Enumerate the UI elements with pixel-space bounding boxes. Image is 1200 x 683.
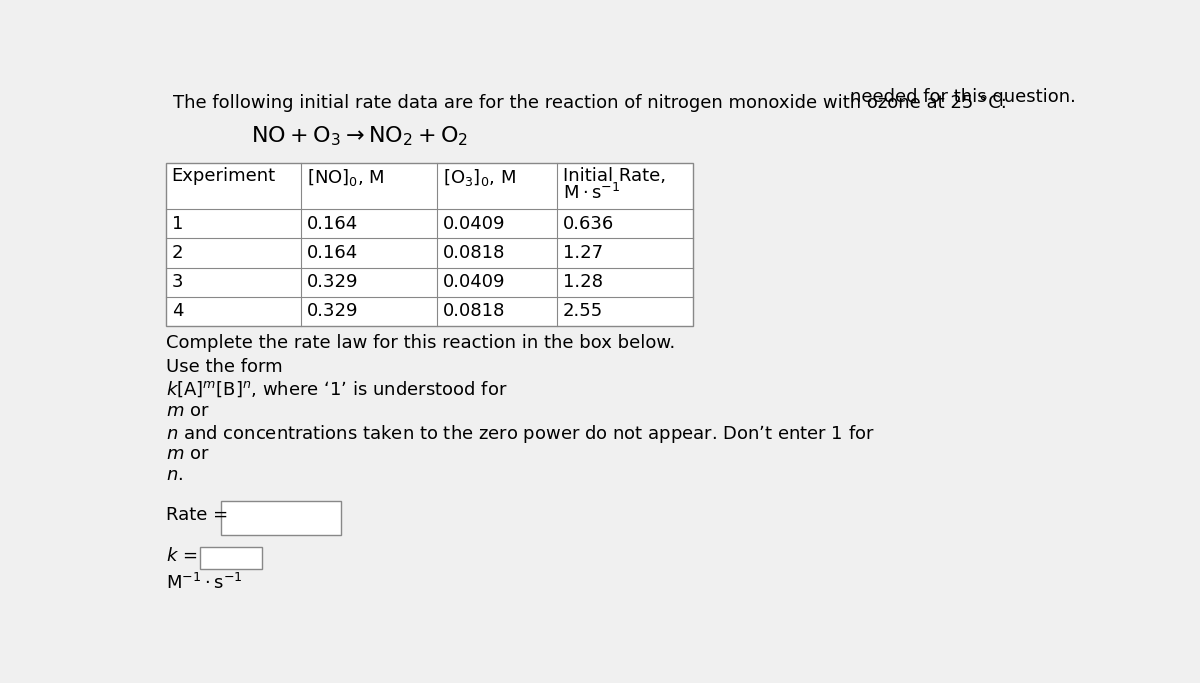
Text: Complete the rate law for this reaction in the box below.: Complete the rate law for this reaction … — [166, 334, 674, 352]
Text: Rate =: Rate = — [166, 505, 228, 524]
Text: $m$ or: $m$ or — [166, 402, 209, 419]
Text: 1.28: 1.28 — [563, 273, 604, 291]
Text: $[\mathrm{NO}]_0$, M: $[\mathrm{NO}]_0$, M — [307, 167, 385, 188]
Bar — [221, 501, 342, 535]
Text: 0.0409: 0.0409 — [443, 273, 505, 291]
Text: Initial Rate,: Initial Rate, — [563, 167, 666, 184]
Text: 0.636: 0.636 — [563, 214, 614, 233]
Text: $\mathrm{M \cdot s^{-1}}$: $\mathrm{M \cdot s^{-1}}$ — [563, 183, 620, 203]
Text: $[\mathrm{O_3}]_0$, M: $[\mathrm{O_3}]_0$, M — [443, 167, 516, 188]
Text: $n$ and concentrations taken to the zero power do not appear. Don’t enter 1 for: $n$ and concentrations taken to the zero… — [166, 423, 875, 445]
Text: 0.0409: 0.0409 — [443, 214, 505, 233]
Text: needed for this question.: needed for this question. — [851, 88, 1076, 106]
Text: Experiment: Experiment — [172, 167, 276, 184]
Bar — [200, 547, 263, 569]
Text: The following initial rate data are for the reaction of nitrogen monoxide with o: The following initial rate data are for … — [173, 94, 1007, 111]
Text: $k$ =: $k$ = — [166, 547, 197, 566]
Text: 0.329: 0.329 — [307, 273, 359, 291]
Text: 0.164: 0.164 — [307, 244, 359, 262]
Text: 0.0818: 0.0818 — [443, 303, 505, 320]
Text: 2.55: 2.55 — [563, 303, 604, 320]
Text: $\mathrm{NO + O_3 \rightarrow NO_2 + O_2}$: $\mathrm{NO + O_3 \rightarrow NO_2 + O_2… — [251, 124, 468, 148]
Text: $\mathrm{M^{-1} \cdot s^{-1}}$: $\mathrm{M^{-1} \cdot s^{-1}}$ — [166, 573, 242, 594]
Text: Use the form: Use the form — [166, 359, 282, 376]
Text: 0.329: 0.329 — [307, 303, 359, 320]
Text: 0.0818: 0.0818 — [443, 244, 505, 262]
Bar — [166, 163, 692, 326]
Text: 1: 1 — [172, 214, 184, 233]
Text: 0.164: 0.164 — [307, 214, 359, 233]
Text: $n$.: $n$. — [166, 466, 182, 484]
Text: 3: 3 — [172, 273, 184, 291]
Text: 1.27: 1.27 — [563, 244, 604, 262]
Text: $k[\mathrm{A}]^m[\mathrm{B}]^n$, where ‘1’ is understood for: $k[\mathrm{A}]^m[\mathrm{B}]^n$, where ‘… — [166, 380, 506, 400]
Text: 4: 4 — [172, 303, 184, 320]
Text: 2: 2 — [172, 244, 184, 262]
Text: $m$ or: $m$ or — [166, 445, 209, 462]
